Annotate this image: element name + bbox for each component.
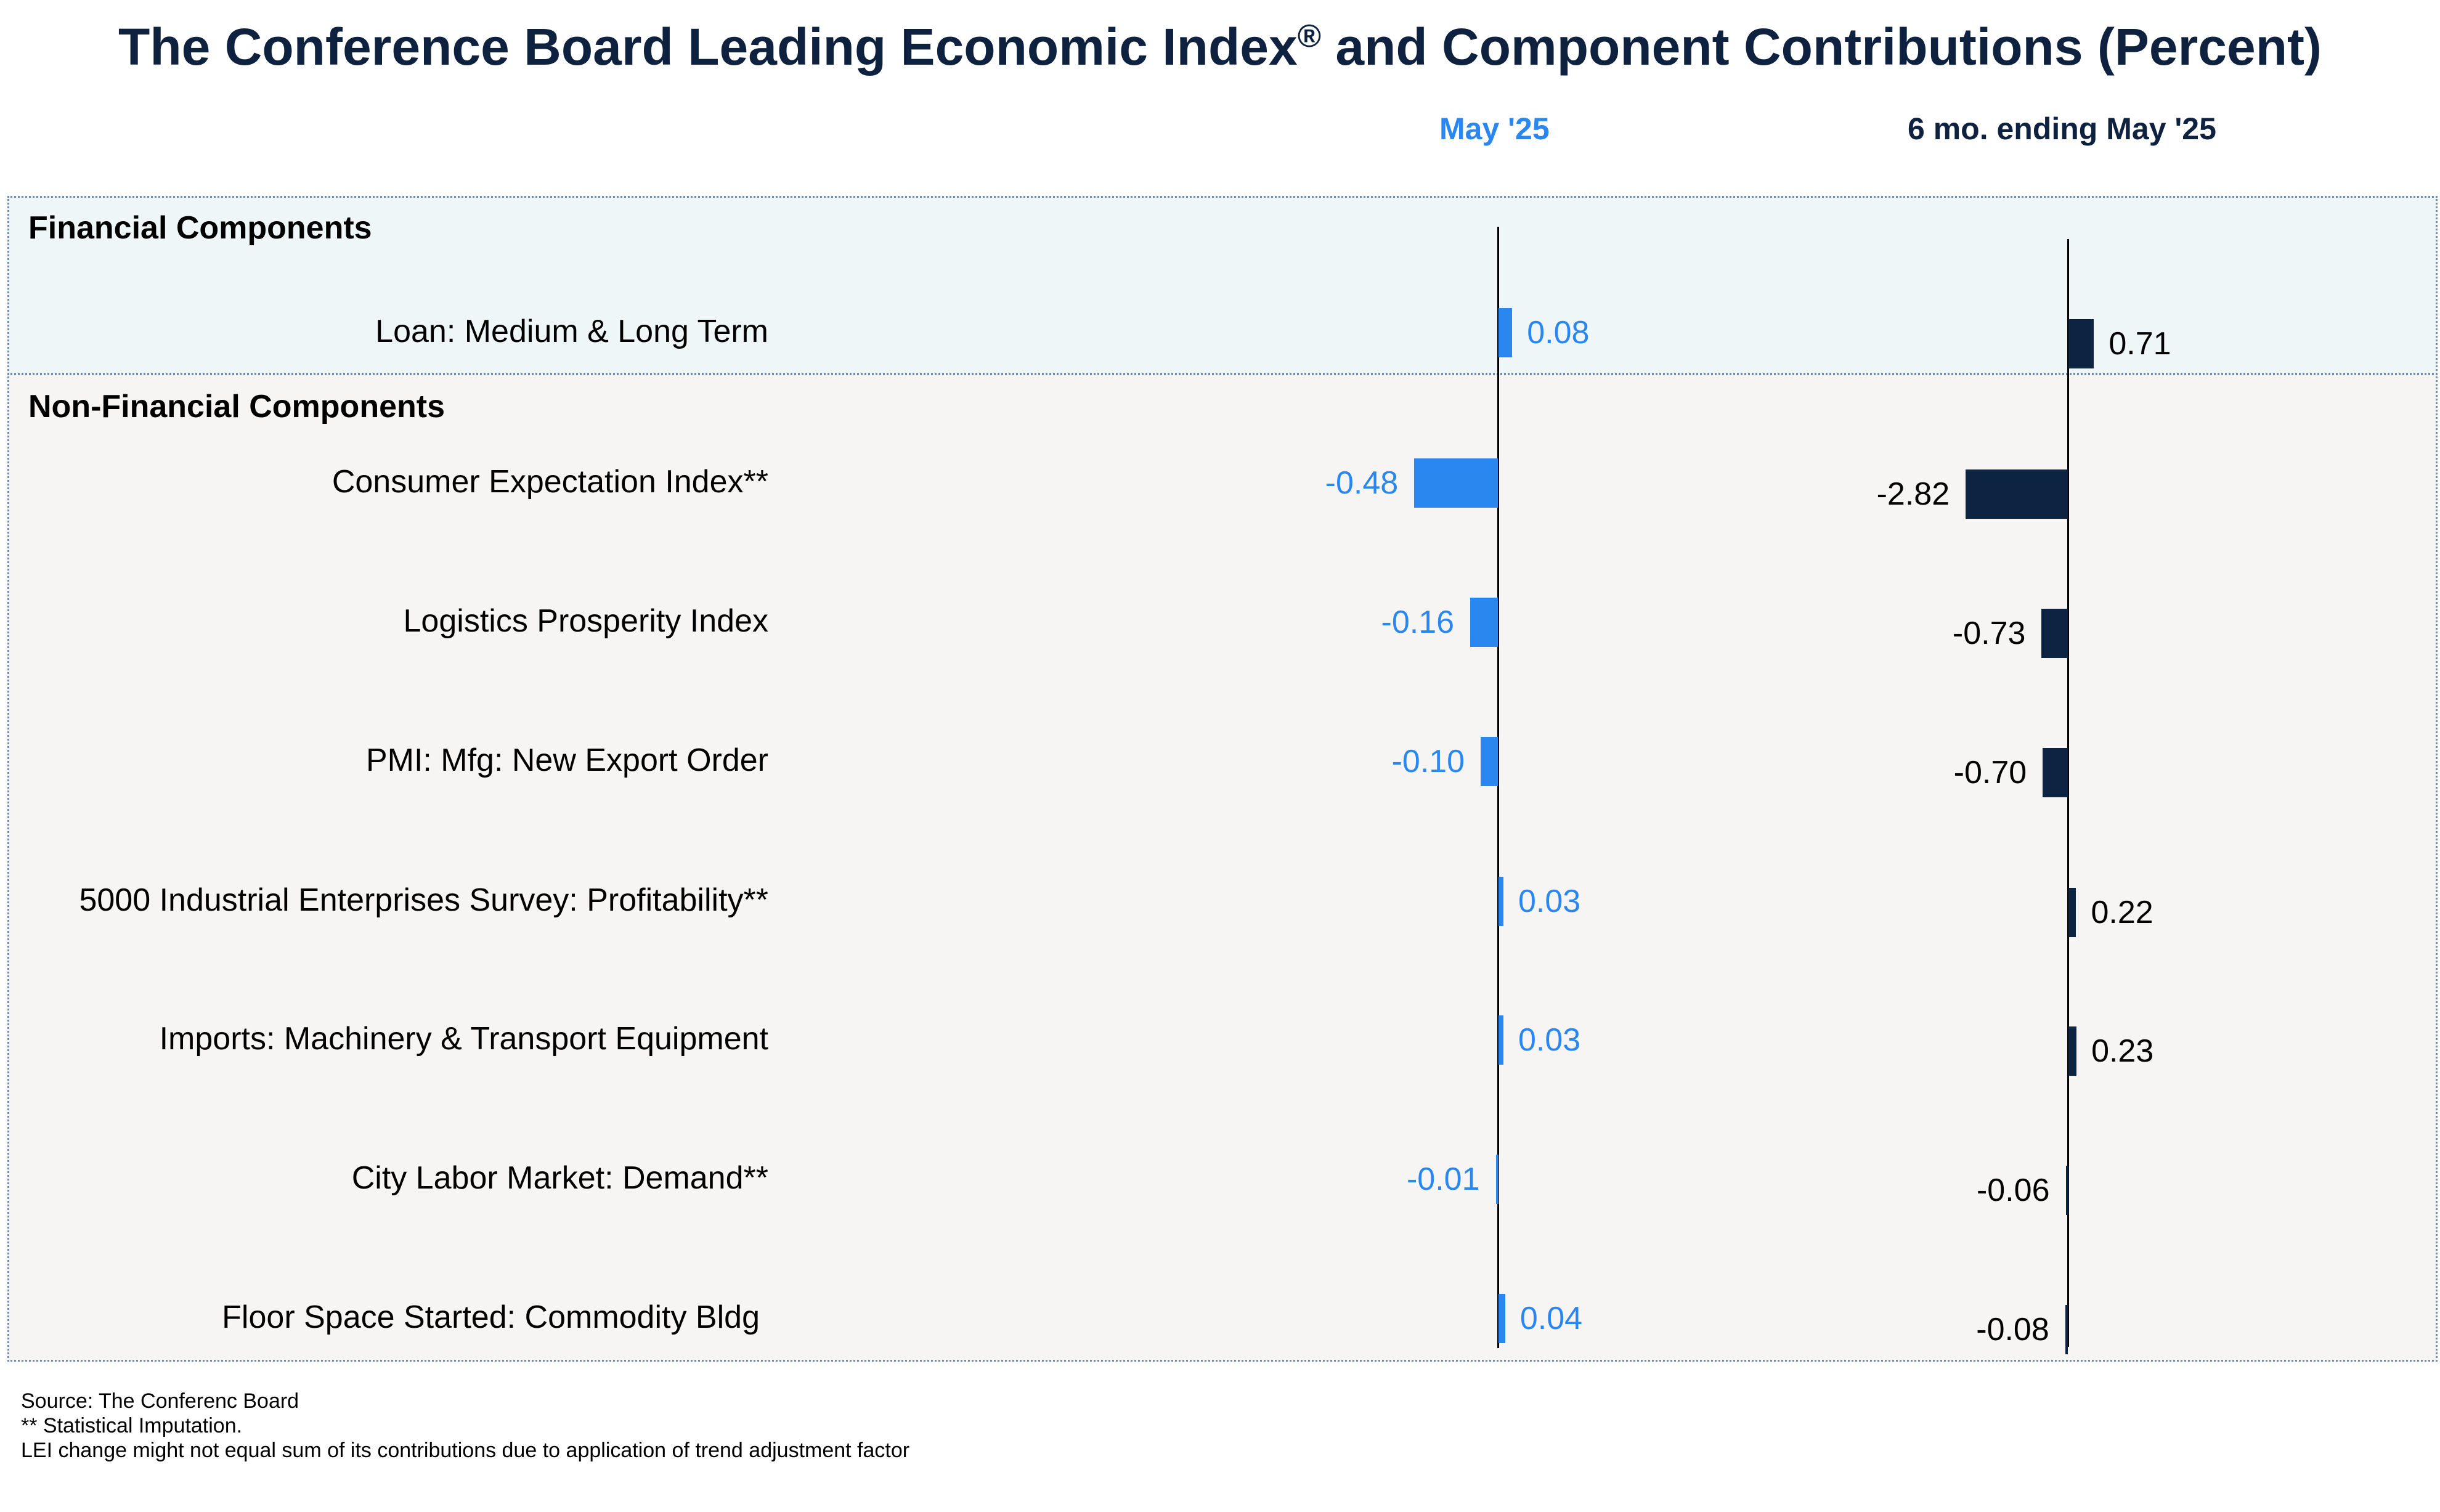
six-month-value-label: 0.23 — [2091, 1033, 2154, 1069]
six-month-bar — [2068, 1026, 2077, 1076]
footnote-source: Source: The Conferenc Board — [21, 1389, 299, 1413]
may-bar — [1498, 308, 1513, 357]
six-month-value-label: 0.22 — [2091, 895, 2153, 930]
chart-title: The Conference Board Leading Economic In… — [0, 17, 2440, 77]
may-bar — [1495, 1155, 1499, 1204]
may-bar — [1498, 877, 1504, 926]
six-month-bar — [1966, 469, 2068, 519]
six-month-bar — [2068, 888, 2076, 937]
may-bar — [1498, 1015, 1504, 1065]
six-month-value-label: -0.06 — [1976, 1173, 2050, 1208]
chart-title-text: The Conference Board Leading Economic In… — [118, 18, 1298, 76]
column-header-six-month: 6 mo. ending May '25 — [1908, 112, 2216, 146]
component-label: 5000 Industrial Enterprises Survey: Prof… — [79, 882, 768, 918]
footnote-trend-adjustment: LEI change might not equal sum of its co… — [21, 1439, 910, 1462]
component-label: Loan: Medium & Long Term — [375, 314, 768, 349]
component-label: Logistics Prosperity Index — [403, 603, 769, 639]
six-month-zero-axis — [2067, 239, 2069, 1347]
six-month-bar — [2041, 609, 2068, 658]
chart-title-registered-mark: ® — [1297, 18, 1322, 54]
may-bar — [1498, 1294, 1505, 1343]
non-financial-components-panel — [7, 373, 2438, 1362]
may-value-label: 0.08 — [1527, 315, 1590, 351]
may-value-label: -0.10 — [1391, 744, 1465, 779]
footnotes: Source: The Conferenc Board ** Statistic… — [21, 1389, 909, 1463]
column-header-may: May '25 — [1439, 112, 1550, 146]
may-value-label: -0.48 — [1325, 465, 1399, 501]
chart-title-suffix: and Component Contributions (Percent) — [1321, 18, 2322, 76]
component-label: Imports: Machinery & Transport Equipment — [159, 1021, 768, 1057]
six-month-bar — [2043, 748, 2068, 797]
may-zero-axis — [1497, 227, 1499, 1348]
six-month-value-label: -0.70 — [1953, 755, 2027, 791]
may-value-label: 0.03 — [1518, 884, 1581, 919]
component-label: Floor Space Started: Commodity Bldg — [222, 1299, 760, 1335]
component-label: City Labor Market: Demand** — [351, 1160, 768, 1196]
financial-components-panel — [7, 196, 2438, 375]
section-label-non-financial: Non-Financial Components — [28, 389, 445, 425]
six-month-value-label: -0.08 — [1976, 1312, 2049, 1347]
may-value-label: 0.04 — [1519, 1301, 1583, 1336]
six-month-value-label: -2.82 — [1876, 476, 1950, 512]
may-value-label: -0.01 — [1406, 1161, 1480, 1197]
section-label-financial: Financial Components — [28, 210, 372, 246]
component-label: Consumer Expectation Index** — [331, 464, 768, 500]
six-month-value-label: 0.71 — [2109, 326, 2171, 362]
six-month-value-label: -0.73 — [1952, 616, 2026, 651]
may-value-label: -0.16 — [1381, 604, 1455, 640]
six-month-bar — [2065, 1305, 2068, 1354]
six-month-bar — [2068, 319, 2094, 368]
six-month-bar — [2065, 1166, 2068, 1215]
may-bar — [1470, 598, 1499, 647]
component-label: PMI: Mfg: New Export Order — [365, 742, 768, 778]
footnote-imputation: ** Statistical Imputation. — [21, 1414, 243, 1437]
may-bar — [1414, 458, 1499, 508]
may-value-label: 0.03 — [1518, 1022, 1581, 1058]
may-bar — [1481, 737, 1499, 786]
